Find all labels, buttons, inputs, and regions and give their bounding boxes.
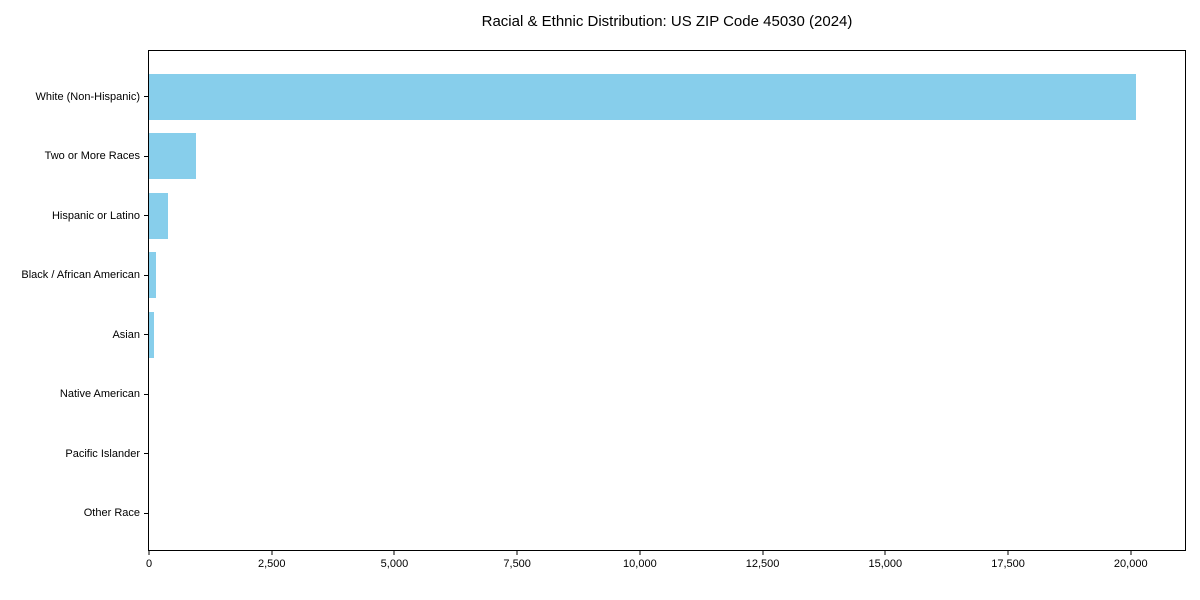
category-label: Native American — [59, 388, 140, 401]
x-tick-mark — [516, 551, 518, 555]
bar — [149, 73, 1136, 120]
bar-row: Pacific Islander — [65, 424, 1185, 484]
bar — [149, 192, 168, 239]
x-tick-label: 12,500 — [745, 558, 780, 570]
bar-row: White (Non-Hispanic) — [35, 67, 1185, 127]
bar — [149, 133, 196, 180]
x-tick-mark — [148, 551, 150, 555]
category-label: Hispanic or Latino — [51, 209, 140, 222]
y-tick-mark — [144, 274, 148, 276]
category-label: Two or More Races — [44, 150, 140, 163]
y-tick-mark — [144, 393, 148, 395]
x-tick-mark — [762, 551, 764, 555]
x-tick-label: 2,500 — [257, 558, 286, 570]
category-label: Other Race — [83, 507, 140, 520]
y-tick-mark — [144, 512, 148, 514]
x-tick-mark — [393, 551, 395, 555]
bar-row: Other Race — [84, 484, 1185, 544]
bar-row: Black / African American — [21, 246, 1185, 306]
x-tick-mark — [1007, 551, 1009, 555]
category-label: Pacific Islander — [65, 447, 140, 460]
y-tick-mark — [144, 215, 148, 217]
category-label: White (Non-Hispanic) — [35, 90, 140, 103]
x-tick-mark — [884, 551, 886, 555]
x-tick-mark — [639, 551, 641, 555]
x-tick-mark — [1130, 551, 1132, 555]
bar-row: Hispanic or Latino — [52, 186, 1185, 246]
bar-row: Two or More Races — [45, 127, 1185, 187]
x-tick-label: 10,000 — [623, 558, 657, 570]
bar — [149, 252, 157, 299]
bar-rows: White (Non-Hispanic) Two or More Races His… — [21, 51, 1185, 550]
category-label: Asian — [112, 328, 140, 341]
x-tick-label: 15,000 — [868, 558, 903, 570]
x-tick-label: 7,500 — [503, 558, 531, 570]
y-tick-mark — [144, 155, 148, 157]
x-tick-label: 17,500 — [991, 558, 1025, 570]
bar-row: Asian — [112, 305, 1185, 365]
y-tick-mark — [144, 453, 148, 455]
chart-title: Racial & Ethnic Distribution: US ZIP Cod… — [481, 13, 853, 30]
bar-row: Native American — [60, 365, 1185, 425]
category-label: Black / African American — [21, 269, 140, 282]
x-tick-label: 5,000 — [380, 558, 409, 570]
x-tick-label: 20,000 — [1113, 558, 1148, 570]
x-tick-label: 0 — [145, 558, 153, 570]
bar — [149, 311, 155, 358]
plot-area: White (Non-Hispanic) Two or More Races His… — [21, 50, 1186, 570]
y-tick-mark — [144, 96, 148, 98]
x-tick-mark — [271, 551, 273, 555]
y-tick-mark — [144, 334, 148, 336]
